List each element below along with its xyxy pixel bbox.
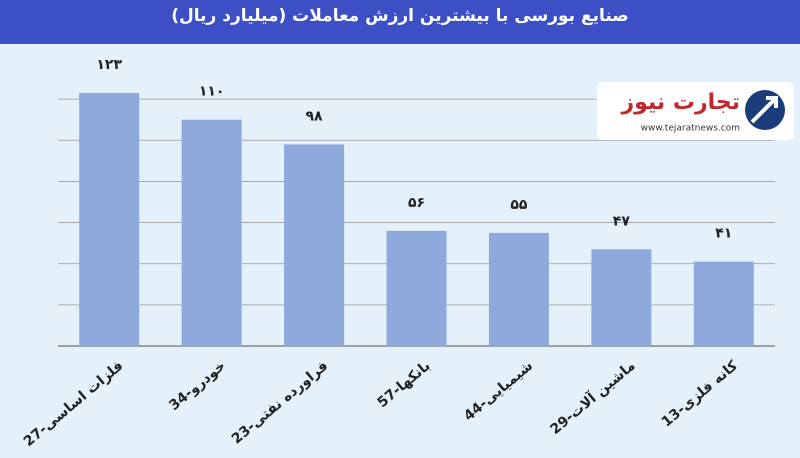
bar <box>693 261 754 346</box>
bar <box>79 92 140 346</box>
value-label: ۴۱ <box>715 226 732 242</box>
bar <box>386 230 447 346</box>
value-label: ۹۸ <box>306 108 324 124</box>
logo-name: تجارت نیوز <box>620 90 740 115</box>
bar <box>284 144 345 346</box>
value-label: ۴۷ <box>613 213 631 229</box>
value-label: ۵۵ <box>510 197 528 213</box>
title-bar <box>0 0 800 44</box>
logo-box <box>597 82 794 140</box>
bar <box>488 232 549 346</box>
bar <box>181 119 242 346</box>
bar <box>591 249 652 346</box>
value-label: ۵۶ <box>408 195 425 211</box>
chart-title: صنایع بورسی با بیشترین ارزش معاملات (میل… <box>171 6 628 26</box>
logo-arrow <box>750 96 778 124</box>
logo: تجارت نیوز www.tejaratnews.com <box>597 82 794 140</box>
logo-url: www.tejaratnews.com <box>641 124 740 134</box>
value-label: ۱۲۳ <box>96 57 122 73</box>
value-label: ۱۱۰ <box>199 84 225 100</box>
